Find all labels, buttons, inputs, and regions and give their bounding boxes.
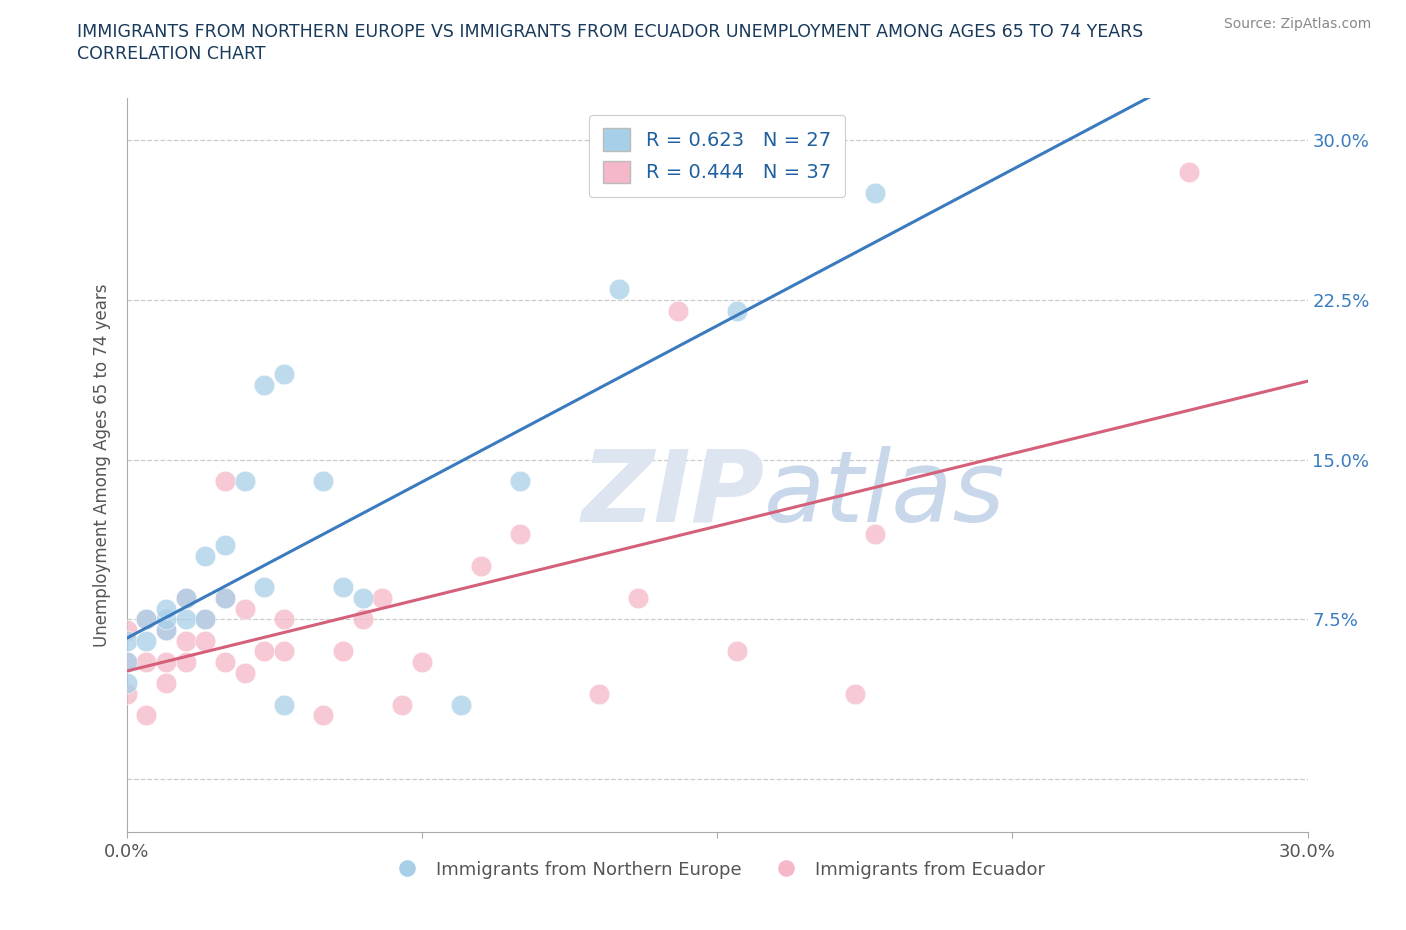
Text: CORRELATION CHART: CORRELATION CHART [77, 45, 266, 62]
Point [509, 526, 531, 541]
Point [155, 622, 177, 637]
Point [174, 591, 197, 605]
Point [273, 612, 295, 627]
Point [214, 591, 236, 605]
Text: atlas: atlas [765, 445, 1005, 543]
Point [332, 644, 354, 658]
Point [194, 612, 217, 627]
Point [352, 591, 374, 605]
Point [194, 612, 217, 627]
Point [509, 473, 531, 488]
Point [863, 186, 886, 201]
Point [411, 655, 433, 670]
Point [470, 559, 492, 574]
Point [155, 622, 177, 637]
Point [371, 591, 394, 605]
Point [273, 698, 295, 712]
Point [194, 633, 217, 648]
Point [450, 698, 472, 712]
Text: ZIP: ZIP [581, 445, 765, 543]
Point [391, 698, 413, 712]
Point [666, 303, 689, 318]
Point [233, 473, 256, 488]
Legend: Immigrants from Northern Europe, Immigrants from Ecuador: Immigrants from Northern Europe, Immigra… [381, 854, 1053, 885]
Point [253, 644, 276, 658]
Point [273, 367, 295, 382]
Point [155, 676, 177, 691]
Point [214, 538, 236, 552]
Y-axis label: Unemployment Among Ages 65 to 74 years: Unemployment Among Ages 65 to 74 years [93, 284, 111, 646]
Text: IMMIGRANTS FROM NORTHERN EUROPE VS IMMIGRANTS FROM ECUADOR UNEMPLOYMENT AMONG AG: IMMIGRANTS FROM NORTHERN EUROPE VS IMMIG… [77, 23, 1143, 41]
Point [174, 612, 197, 627]
Point [725, 303, 748, 318]
Point [194, 548, 217, 563]
Text: Source: ZipAtlas.com: Source: ZipAtlas.com [1223, 17, 1371, 31]
Point [135, 708, 157, 723]
Point [253, 378, 276, 392]
Point [135, 612, 157, 627]
Point [233, 602, 256, 617]
Point [725, 644, 748, 658]
Point [312, 708, 335, 723]
Point [1178, 165, 1201, 179]
Point [115, 655, 138, 670]
Point [253, 580, 276, 595]
Point [135, 655, 157, 670]
Point [174, 655, 197, 670]
Point [115, 676, 138, 691]
Point [115, 655, 138, 670]
Point [627, 591, 650, 605]
Point [155, 655, 177, 670]
Point [115, 686, 138, 701]
Point [312, 473, 335, 488]
Point [115, 622, 138, 637]
Point [115, 633, 138, 648]
Point [214, 473, 236, 488]
Point [844, 686, 866, 701]
Point [135, 633, 157, 648]
Point [214, 591, 236, 605]
Point [332, 580, 354, 595]
Point [273, 644, 295, 658]
Point [607, 282, 630, 297]
Point [174, 633, 197, 648]
Point [155, 612, 177, 627]
Point [214, 655, 236, 670]
Point [863, 526, 886, 541]
Point [588, 686, 610, 701]
Point [174, 591, 197, 605]
Point [352, 612, 374, 627]
Point [155, 602, 177, 617]
Point [233, 665, 256, 680]
Point [135, 612, 157, 627]
